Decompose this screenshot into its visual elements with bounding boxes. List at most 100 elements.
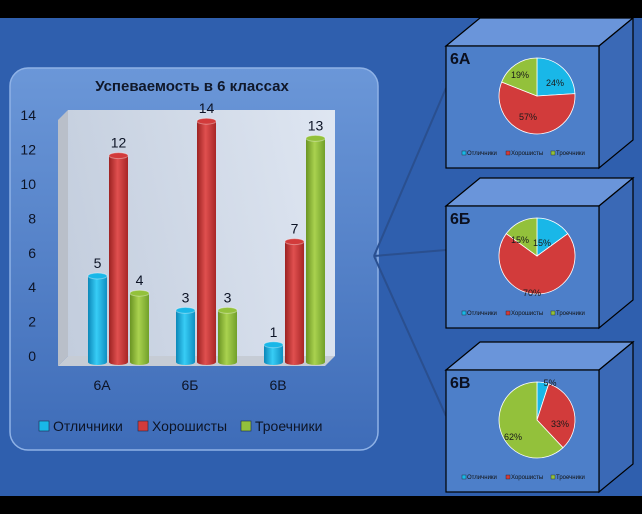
bar-khoroshisty-6Б: 14 [196,100,217,365]
pie-legend-item-otlichniki: Отличники [461,150,497,157]
bar-otlichniki-6Б: 3 [175,289,196,365]
pie-legend-swatch [461,474,467,480]
legend-label: Отличники [53,418,123,434]
pie-data-label: 62% [504,432,522,442]
pie-slice-khoroshisty [498,81,576,135]
bar-khoroshisty-6В: 7 [284,221,305,365]
pie-data-label: 24% [546,78,564,88]
bar-top [196,117,217,125]
pie-legend-label: Отличники [467,475,497,481]
bar-troechniki-6Б: 3 [217,289,238,365]
bar-top [108,152,129,160]
pie-legend-label: Хорошисты [511,475,543,481]
y-tick-label: 10 [20,176,36,192]
pie-data-label: 15% [533,238,551,248]
pie-data-label: 15% [511,235,529,245]
bar-data-label: 3 [182,289,190,305]
legend-label: Хорошисты [152,418,227,434]
connector-6v [373,255,447,417]
legend-swatch [137,420,149,432]
pie-legend-label: Троечники [556,311,585,317]
bar-body [285,241,304,365]
bar-top [217,306,238,314]
pie-legend-swatch [550,150,556,156]
pie-slice-troechniki [501,57,538,97]
bar-body [176,310,195,365]
bar-otlichniki-6А: 5 [87,255,108,365]
bar-data-label: 4 [136,272,144,288]
pie-title: 6А [450,51,471,68]
pie-data-label: 57% [519,112,537,122]
pie-slice-troechniki [498,381,564,459]
pie-legend-item-troechniki: Троечники [550,310,585,317]
pie-legend-swatch [461,310,467,316]
bar-body [109,155,128,365]
bar-body [197,121,216,365]
bar-body [218,310,237,365]
legend-item-troechniki: Троечники [240,418,322,434]
legend-item-otlichniki: Отличники [38,418,123,434]
pie-legend-swatch [505,150,511,156]
pie-legend-item-otlichniki: Отличники [461,310,497,317]
pie-data-label: 33% [551,419,569,429]
pie-legend-swatch [550,310,556,316]
x-category-label: 6А [93,377,111,393]
x-category-label: 6Б [182,377,199,393]
pie-legend-label: Отличники [467,151,497,157]
pie-legend-label: Хорошисты [511,311,543,317]
bar-body [130,293,149,365]
pie-legend-item-khoroshisty: Хорошисты [505,474,543,481]
pie-legend-label: Троечники [556,151,585,157]
cube-6a: 6А 24% 57% 19% Отличники Хорошисты Троечники [444,16,635,170]
pie-legend-item-khoroshisty: Хорошисты [505,150,543,157]
y-tick-label: 8 [28,210,36,226]
bar-data-label: 7 [291,221,299,237]
pie-slice-troechniki [505,217,538,257]
pie-legend-item-otlichniki: Отличники [461,474,497,481]
pie-slice-khoroshisty [536,383,576,449]
bar-top [305,134,326,142]
bar-troechniki-6В: 13 [305,117,326,365]
bar-body [264,344,283,365]
pie-slice-otlichniki [536,57,576,97]
pie-title: 6Б [450,211,470,228]
bar-data-label: 13 [308,117,324,133]
pie-legend-item-troechniki: Троечники [550,474,585,481]
bar-chart-title: Успеваемость в 6 классах [95,78,289,95]
pie-legend-swatch [461,150,467,156]
connector-6a [373,87,447,257]
legend-label: Троечники [255,418,322,434]
y-tick-label: 0 [28,348,36,364]
bar-khoroshisty-6А: 12 [108,135,129,365]
x-category-label: 6В [269,377,286,393]
pie-data-label: 70% [523,288,541,298]
bar-top [175,306,196,314]
pie-legend-swatch [550,474,556,480]
bar-otlichniki-6В: 1 [263,324,284,365]
legend-item-khoroshisty: Хорошисты [137,418,227,434]
connector-lines [373,87,447,417]
pie-title: 6В [450,375,470,392]
pie-legend-label: Троечники [556,475,585,481]
connector-6b [373,249,447,257]
pie-slice-khoroshisty [498,233,576,295]
cube-6v: 6В 5% 33% 62% Отличники Хорошисты Троечники [444,340,635,494]
chart-side-wall [58,110,68,366]
pie-legend-swatch [505,310,511,316]
bar-data-label: 12 [111,135,127,151]
pie-legend-swatch [505,474,511,480]
pie-legend-label: Хорошисты [511,151,543,157]
bar-body [306,138,325,365]
pie-legend-item-troechniki: Троечники [550,150,585,157]
bar-data-label: 1 [270,324,278,340]
y-tick-label: 6 [28,245,36,261]
legend-swatch [38,420,50,432]
legend-swatch [240,420,252,432]
bar-top [284,238,305,246]
y-tick-label: 14 [20,107,36,123]
cube-6b: 6Б 15% 70% 15% Отличники Хорошисты Троечники [444,176,635,330]
pie-data-label: 5% [543,378,556,388]
pie-legend-label: Отличники [467,311,497,317]
pie-data-label: 19% [511,70,529,80]
